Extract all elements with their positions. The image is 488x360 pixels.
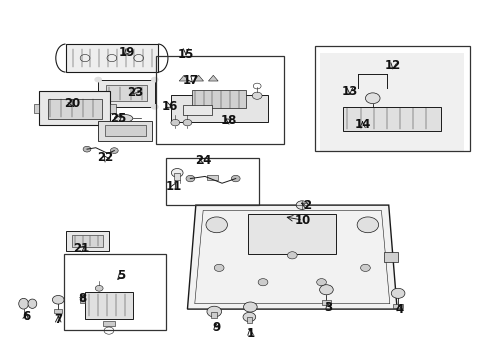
Circle shape: [52, 296, 64, 304]
Circle shape: [95, 285, 103, 291]
Bar: [48, 99, 102, 119]
Circle shape: [360, 264, 369, 271]
Circle shape: [183, 120, 191, 126]
Text: 17: 17: [183, 74, 199, 87]
Text: 20: 20: [63, 98, 80, 111]
Circle shape: [287, 252, 297, 259]
Circle shape: [151, 104, 158, 110]
Bar: [110, 104, 116, 113]
Text: 9: 9: [212, 320, 220, 333]
Bar: [65, 44, 158, 72]
Text: 24: 24: [194, 154, 211, 167]
Bar: [165, 158, 259, 205]
Circle shape: [185, 175, 194, 182]
Circle shape: [94, 104, 102, 110]
Polygon shape: [187, 205, 396, 309]
Text: 8: 8: [79, 292, 86, 305]
Circle shape: [316, 279, 326, 286]
Polygon shape: [193, 75, 203, 81]
Circle shape: [258, 279, 267, 286]
Circle shape: [170, 120, 179, 126]
Circle shape: [296, 201, 307, 210]
Circle shape: [231, 175, 240, 182]
Circle shape: [243, 302, 257, 312]
Circle shape: [205, 217, 227, 233]
Bar: [392, 304, 402, 309]
Bar: [106, 85, 147, 101]
Text: 12: 12: [385, 59, 401, 72]
Circle shape: [94, 77, 102, 82]
Bar: [207, 175, 218, 180]
Bar: [343, 107, 440, 131]
Text: 18: 18: [220, 114, 237, 127]
Bar: [211, 312, 217, 318]
Text: 1: 1: [246, 327, 254, 340]
Bar: [321, 301, 330, 305]
Ellipse shape: [429, 113, 456, 123]
Text: 10: 10: [294, 214, 310, 227]
Bar: [368, 111, 376, 116]
Ellipse shape: [28, 299, 37, 309]
Text: 13: 13: [341, 85, 357, 98]
Circle shape: [319, 285, 332, 295]
Text: 23: 23: [126, 86, 142, 99]
Bar: [64, 253, 166, 330]
Bar: [84, 292, 133, 319]
Text: 2: 2: [302, 199, 310, 212]
Circle shape: [356, 217, 378, 233]
Ellipse shape: [19, 298, 28, 309]
Bar: [315, 45, 469, 151]
Circle shape: [83, 146, 91, 152]
Text: 22: 22: [97, 151, 113, 164]
Text: 21: 21: [73, 242, 89, 255]
Text: 7: 7: [54, 312, 62, 326]
Bar: [40, 91, 110, 125]
Polygon shape: [208, 75, 218, 81]
Text: 19: 19: [118, 46, 134, 59]
Circle shape: [110, 148, 118, 153]
Bar: [170, 95, 267, 122]
Text: 25: 25: [110, 112, 126, 125]
Bar: [80, 295, 84, 303]
Bar: [192, 90, 245, 108]
Bar: [320, 53, 463, 150]
Circle shape: [390, 288, 404, 298]
Bar: [182, 105, 211, 116]
Circle shape: [243, 312, 255, 321]
Text: 16: 16: [161, 100, 177, 113]
Circle shape: [206, 306, 221, 317]
Text: 4: 4: [395, 303, 403, 316]
Text: 5: 5: [117, 269, 125, 282]
Polygon shape: [179, 75, 188, 81]
Text: 6: 6: [22, 310, 30, 324]
Bar: [383, 252, 398, 262]
Bar: [103, 321, 115, 326]
Bar: [248, 214, 335, 253]
Bar: [65, 230, 109, 251]
Bar: [34, 104, 40, 113]
Text: 14: 14: [354, 118, 370, 131]
Bar: [98, 80, 155, 107]
Bar: [246, 317, 251, 323]
Circle shape: [214, 264, 224, 271]
Text: 3: 3: [324, 301, 332, 314]
Circle shape: [171, 168, 183, 177]
Text: 11: 11: [165, 180, 182, 193]
Bar: [156, 56, 283, 144]
Circle shape: [252, 92, 262, 99]
Ellipse shape: [114, 114, 133, 122]
Bar: [98, 121, 152, 140]
Bar: [54, 309, 62, 313]
Text: 15: 15: [178, 48, 194, 61]
Bar: [72, 234, 103, 247]
Bar: [104, 125, 146, 136]
Circle shape: [365, 93, 379, 104]
Bar: [174, 173, 180, 180]
Circle shape: [151, 77, 158, 82]
